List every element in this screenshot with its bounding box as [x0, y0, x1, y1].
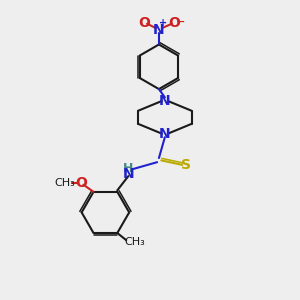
Text: N: N — [122, 167, 134, 181]
Text: CH₃: CH₃ — [54, 178, 75, 188]
Text: O: O — [168, 16, 180, 30]
Text: O: O — [139, 16, 151, 30]
Text: N: N — [159, 94, 171, 108]
Text: O: O — [75, 176, 87, 190]
Text: −: − — [176, 16, 186, 27]
Text: N: N — [153, 22, 165, 37]
Text: H: H — [122, 162, 133, 175]
Text: N: N — [159, 127, 171, 141]
Text: S: S — [181, 158, 191, 172]
Text: +: + — [159, 18, 167, 28]
Text: CH₃: CH₃ — [124, 237, 145, 247]
